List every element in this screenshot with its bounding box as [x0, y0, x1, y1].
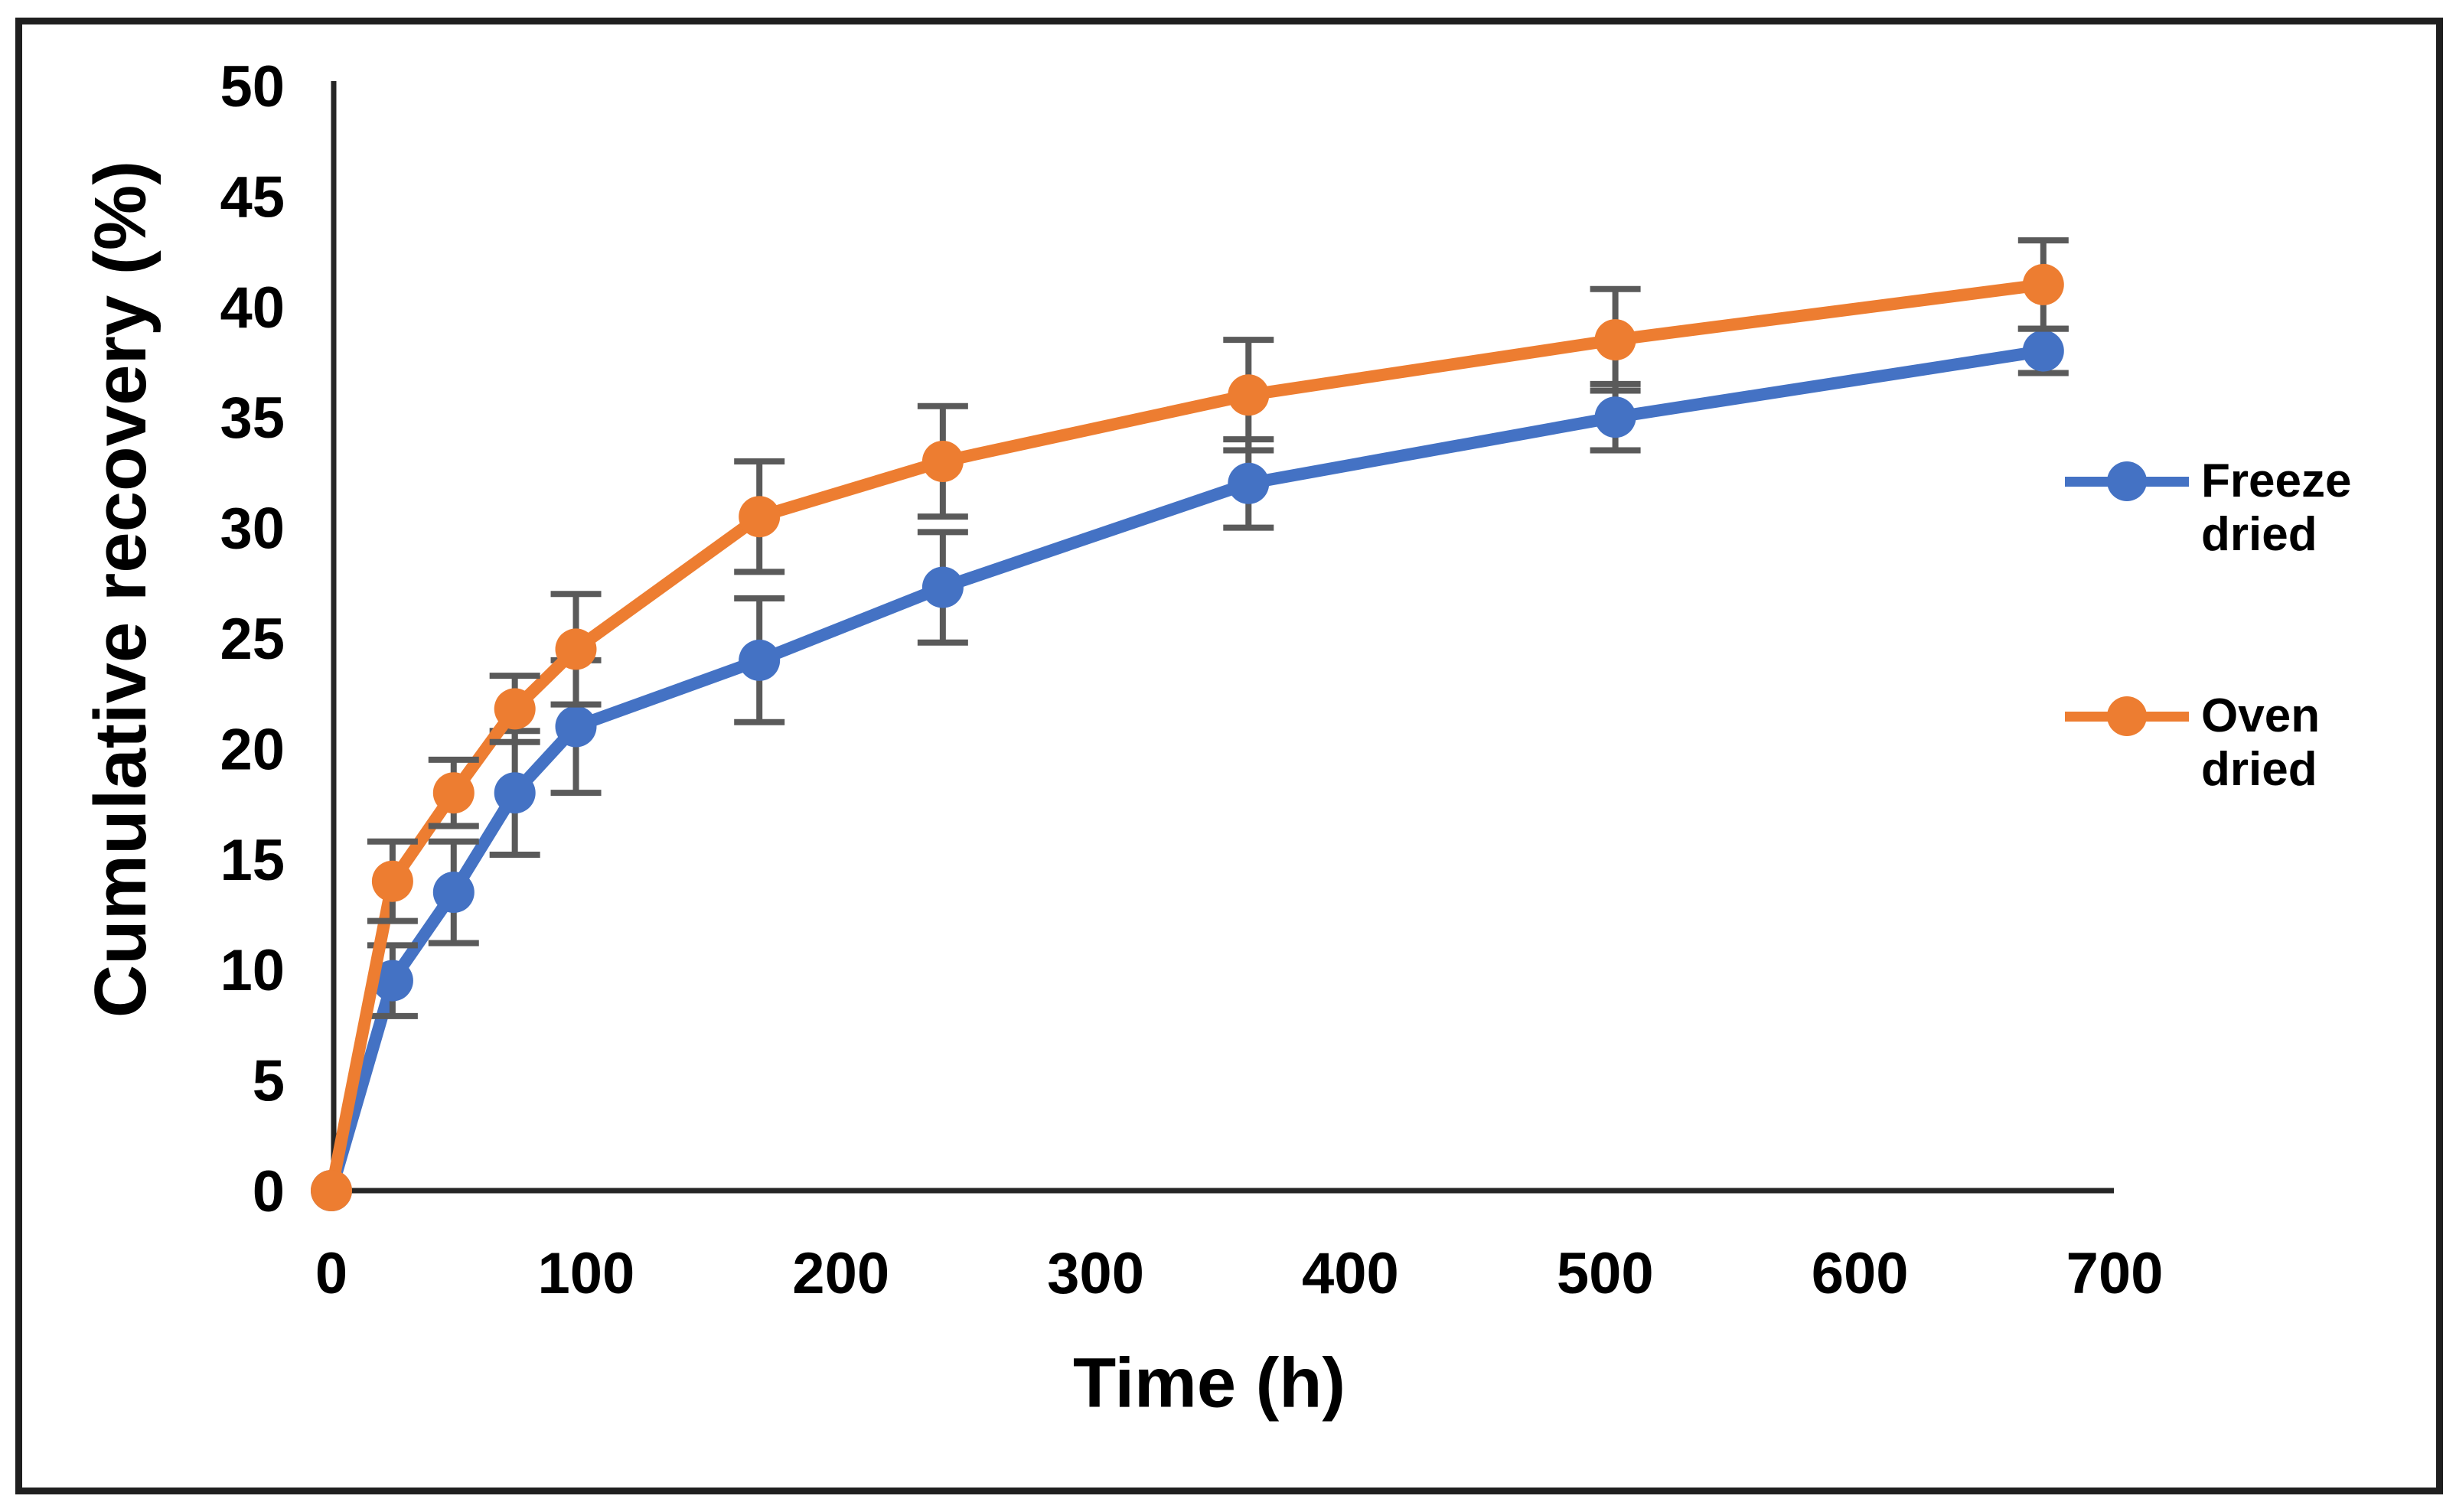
svg-text:100: 100 [537, 1241, 634, 1306]
svg-text:600: 600 [1812, 1241, 1909, 1306]
svg-text:25: 25 [220, 607, 285, 672]
svg-text:30: 30 [220, 497, 285, 562]
svg-text:500: 500 [1557, 1241, 1654, 1306]
svg-text:700: 700 [2066, 1241, 2164, 1306]
svg-text:400: 400 [1302, 1241, 1399, 1306]
svg-text:0: 0 [315, 1241, 347, 1306]
svg-text:10: 10 [220, 938, 285, 1003]
svg-text:35: 35 [220, 386, 285, 451]
svg-text:300: 300 [1047, 1241, 1144, 1306]
x-axis-title: Time (h) [1072, 1344, 1346, 1422]
svg-text:200: 200 [792, 1241, 889, 1306]
svg-text:40: 40 [220, 275, 285, 341]
y-axis-title: Cumulative recovery (%) [80, 160, 161, 1018]
svg-text:0: 0 [253, 1159, 285, 1224]
svg-text:15: 15 [220, 828, 285, 893]
svg-text:45: 45 [220, 165, 285, 230]
svg-text:5: 5 [253, 1049, 285, 1114]
svg-text:20: 20 [220, 717, 285, 782]
svg-text:50: 50 [220, 54, 285, 119]
